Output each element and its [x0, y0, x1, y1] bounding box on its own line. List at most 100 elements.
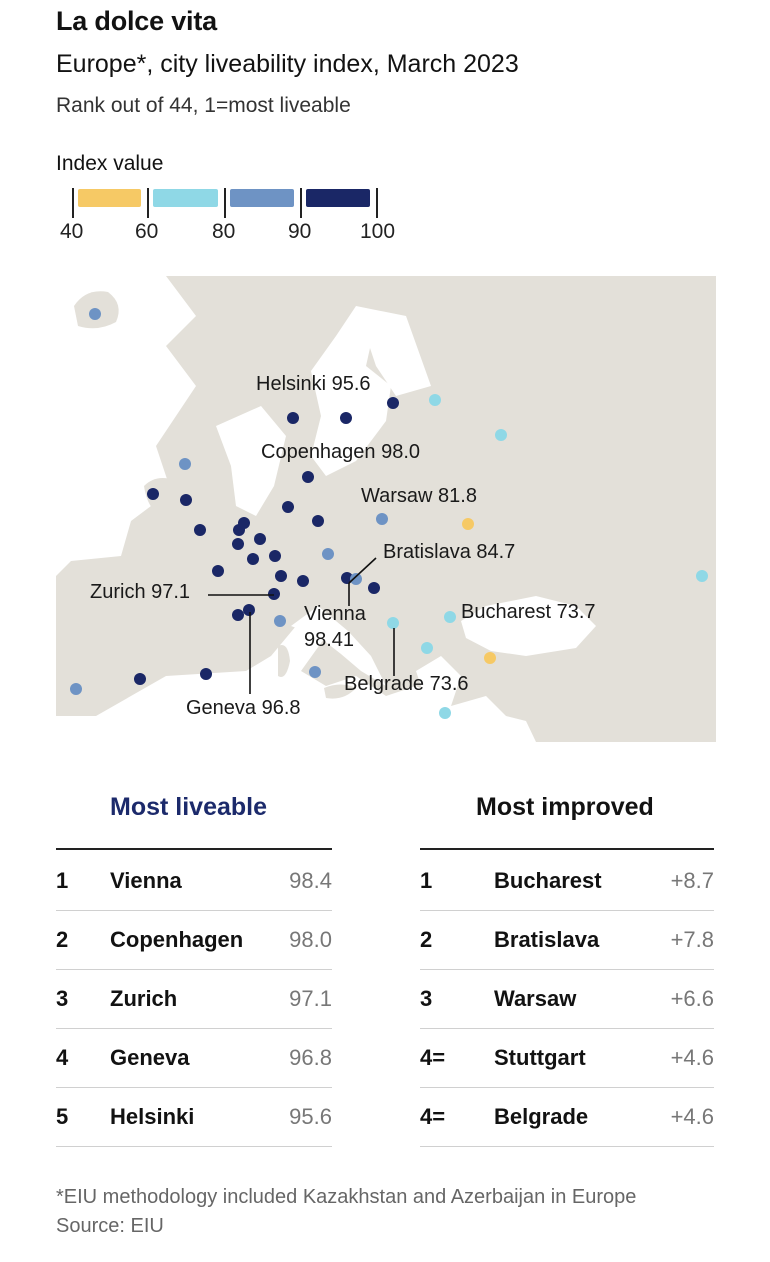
rank-cell: 5	[56, 1104, 69, 1129]
label-belgrade: Belgrade 73.6	[344, 673, 469, 695]
value-cell: +8.7	[670, 868, 714, 893]
table-row: 4= Stuttgart +4.6	[420, 1029, 714, 1088]
most-improved-rule	[420, 848, 714, 850]
label-vienna-value: 98.41	[304, 629, 354, 651]
legend-tick-label: 80	[212, 220, 236, 243]
city-marker	[421, 642, 433, 654]
label-bucharest: Bucharest 73.7	[461, 601, 596, 623]
legend-tick-label: 60	[135, 220, 159, 243]
city-cell: Warsaw	[494, 986, 577, 1011]
source-note: Source: EIU	[56, 1215, 164, 1237]
city-marker	[696, 570, 708, 582]
city-marker	[180, 494, 192, 506]
label-leader-lines	[208, 557, 395, 694]
value-cell: 97.1	[289, 986, 332, 1011]
rank-cell: 1	[420, 868, 433, 893]
city-marker	[134, 673, 146, 685]
value-cell: 95.6	[289, 1104, 332, 1129]
city-cell: Geneva	[110, 1045, 190, 1070]
value-cell: 98.4	[289, 868, 332, 893]
city-cell: Stuttgart	[494, 1045, 586, 1070]
table-row: 1 Bucharest +8.7	[420, 852, 714, 911]
city-marker	[269, 550, 281, 562]
rank-cell: 3	[420, 986, 433, 1011]
city-markers	[70, 308, 708, 719]
chart-subtitle: Europe*, city liveability index, March 2…	[56, 50, 519, 78]
city-marker	[200, 668, 212, 680]
city-cell: Helsinki	[110, 1104, 195, 1129]
legend-tick-label: 100	[360, 220, 396, 243]
legend-swatch	[306, 189, 370, 207]
rank-cell: 4=	[420, 1045, 446, 1070]
city-marker	[302, 471, 314, 483]
table-row: 5 Helsinki 95.6	[56, 1088, 332, 1147]
most-liveable-heading: Most liveable	[110, 793, 267, 821]
rank-cell: 4=	[420, 1104, 446, 1129]
label-vienna: Vienna	[304, 603, 367, 625]
footnote: *EIU methodology included Kazakhstan and…	[56, 1183, 636, 1241]
city-marker	[243, 604, 255, 616]
rank-cell: 4	[56, 1045, 69, 1070]
label-bratislava: Bratislava 84.7	[383, 541, 515, 563]
city-marker	[194, 524, 206, 536]
city-marker	[287, 412, 299, 424]
city-marker	[247, 553, 259, 565]
value-cell: 98.0	[289, 927, 332, 952]
legend-tick	[72, 188, 74, 218]
city-marker	[268, 588, 280, 600]
table-row: 3 Zurich 97.1	[56, 970, 332, 1029]
table-row: 2 Copenhagen 98.0	[56, 911, 332, 970]
city-marker	[232, 538, 244, 550]
label-warsaw: Warsaw 81.8	[361, 485, 477, 507]
most-improved-heading: Most improved	[476, 793, 654, 821]
city-marker	[309, 666, 321, 678]
chart-description: Rank out of 44, 1=most liveable	[56, 94, 351, 117]
city-marker	[297, 575, 309, 587]
legend-swatch	[78, 189, 141, 207]
city-cell: Belgrade	[494, 1104, 589, 1129]
value-cell: 96.8	[289, 1045, 332, 1070]
city-marker	[282, 501, 294, 513]
city-marker	[429, 394, 441, 406]
rank-cell: 2	[56, 927, 69, 952]
city-marker	[89, 308, 101, 320]
city-marker	[212, 565, 224, 577]
city-marker	[484, 652, 496, 664]
rank-cell: 3	[56, 986, 69, 1011]
rank-cell: 2	[420, 927, 433, 952]
city-marker	[350, 573, 362, 585]
chart-title: La dolce vita	[56, 6, 217, 36]
city-marker	[254, 533, 266, 545]
city-marker	[368, 582, 380, 594]
city-labels: Helsinki 95.6 Copenhagen 98.0 Warsaw 81.…	[90, 373, 596, 719]
value-cell: +6.6	[670, 986, 714, 1011]
city-marker	[232, 609, 244, 621]
city-cell: Bratislava	[494, 927, 600, 952]
legend-tick	[376, 188, 378, 218]
city-marker	[274, 615, 286, 627]
legend-tick-label: 40	[60, 220, 84, 243]
city-marker	[179, 458, 191, 470]
legend-tick	[224, 188, 226, 218]
table-row: 1 Vienna 98.4	[56, 852, 332, 911]
table-row: 4 Geneva 96.8	[56, 1029, 332, 1088]
city-marker	[322, 548, 334, 560]
city-cell: Copenhagen	[110, 927, 244, 952]
rank-cell: 1	[56, 868, 69, 893]
city-marker	[340, 412, 352, 424]
city-marker	[275, 570, 287, 582]
value-cell: +7.8	[670, 927, 714, 952]
city-cell: Bucharest	[494, 868, 602, 893]
legend-swatch	[230, 189, 294, 207]
most-liveable-rule	[56, 848, 332, 850]
city-cell: Vienna	[110, 868, 182, 893]
map-sea	[56, 276, 596, 742]
city-marker	[439, 707, 451, 719]
table-row: 2 Bratislava +7.8	[420, 911, 714, 970]
city-marker	[444, 611, 456, 623]
city-marker	[312, 515, 324, 527]
label-zurich: Zurich 97.1	[90, 581, 190, 603]
city-marker	[387, 617, 399, 629]
city-cell: Zurich	[110, 986, 178, 1011]
city-marker	[462, 518, 474, 530]
